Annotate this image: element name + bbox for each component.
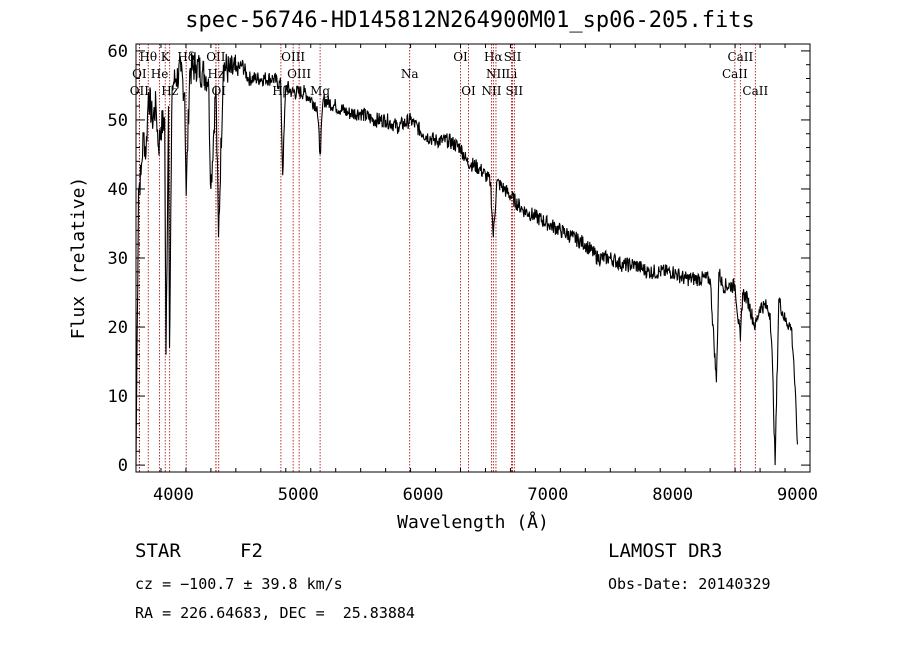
line-label-10: He	[151, 67, 169, 81]
line-label-17: OII	[130, 84, 150, 98]
line-label-5: OI	[453, 50, 468, 64]
spectral-class: F2	[240, 540, 263, 562]
x-tick-label: 4000	[153, 485, 194, 505]
y-axis-label: Flux (relative)	[68, 177, 89, 340]
line-label-23: NII	[481, 84, 501, 98]
line-label-7: SII	[504, 50, 522, 64]
line-label-2: Hδ	[177, 50, 195, 64]
line-label-22: OI	[461, 84, 476, 98]
line-label-1: K	[161, 50, 171, 64]
x-tick-label: 6000	[403, 485, 444, 505]
line-label-19: OI	[211, 84, 226, 98]
x-axis-label: Wavelength (Å)	[397, 511, 549, 533]
x-tick-label: 5000	[278, 485, 319, 505]
line-label-14: NII	[486, 67, 506, 81]
line-label-0: Hθ	[139, 50, 157, 64]
line-label-4: OIII	[281, 50, 305, 64]
object-type: STAR	[135, 540, 181, 562]
x-tick-label: 9000	[777, 485, 818, 505]
line-label-13: Na	[401, 67, 419, 81]
line-label-21: Mg	[310, 84, 330, 98]
line-label-12: OIII	[287, 67, 311, 81]
x-tick-label: 7000	[527, 485, 568, 505]
line-label-24: SII	[505, 84, 523, 98]
y-tick-label: 50	[108, 111, 128, 131]
y-tick-label: 60	[108, 42, 128, 62]
chart-title: spec-56746-HD145812N264900M01_sp06-205.f…	[185, 8, 755, 33]
y-tick-label: 0	[118, 456, 128, 476]
y-tick-label: 10	[108, 387, 128, 407]
y-tick-label: 20	[108, 318, 128, 338]
line-label-25: CaII	[742, 84, 768, 98]
line-label-11: Hz	[207, 67, 224, 81]
x-tick-label: 8000	[652, 485, 693, 505]
line-label-16: CaII	[722, 67, 748, 81]
spectrum-line	[135, 52, 799, 466]
obs-date: Obs-Date: 20140329	[608, 575, 771, 593]
line-label-8: CaII	[727, 50, 753, 64]
line-label-15: Li	[506, 67, 518, 81]
line-label-6: Hα	[484, 50, 503, 64]
velocity-readout: cz = −100.7 ± 39.8 km/s	[135, 575, 343, 593]
survey-name: LAMOST DR3	[608, 540, 723, 562]
coordinates: RA = 226.64683, DEC = 25.83884	[135, 604, 415, 622]
plot-frame	[135, 43, 811, 473]
y-tick-label: 30	[108, 249, 128, 269]
y-tick-label: 40	[108, 180, 128, 200]
line-label-18: Hz	[161, 84, 178, 98]
